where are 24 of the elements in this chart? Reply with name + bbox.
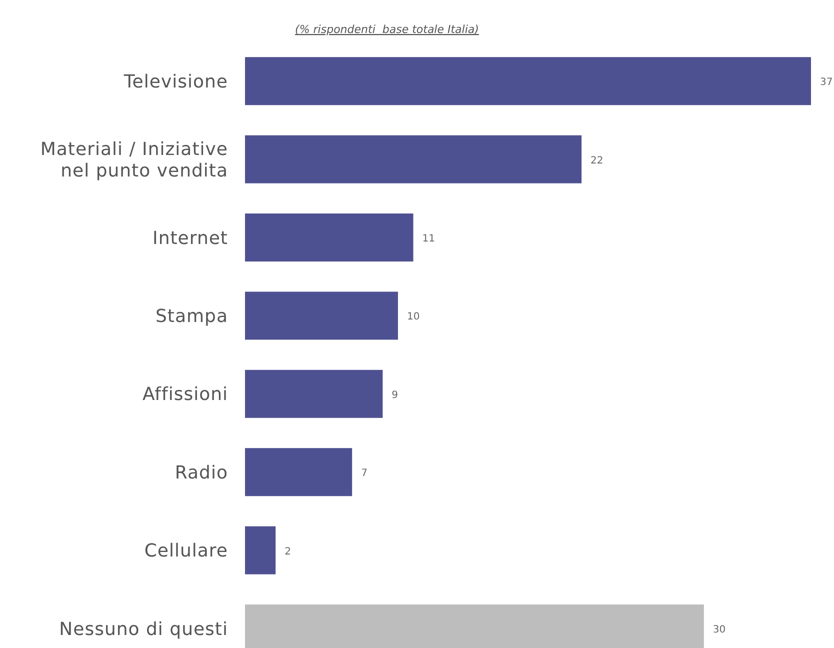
data-label: 2 — [284, 546, 291, 558]
data-label: 10 — [406, 312, 420, 323]
y-tick-label: Internet — [152, 228, 228, 249]
bar — [245, 448, 352, 496]
y-tick-label: Stampa — [155, 306, 228, 327]
bar — [245, 292, 398, 340]
y-tick-label: Affissioni — [142, 384, 228, 406]
data-label: 7 — [361, 468, 368, 480]
y-tick-label: Televisione — [122, 71, 228, 92]
y-tick-label: Cellulare — [144, 540, 228, 562]
y-tick-label: Radio — [174, 462, 228, 484]
data-label: 9 — [392, 390, 398, 401]
bar — [245, 526, 276, 574]
bar — [245, 57, 811, 106]
y-tick-label: Materiali / Iniziative nel punto vendita — [40, 138, 228, 182]
data-label: 37 — [820, 77, 833, 88]
bar — [245, 214, 414, 262]
data-label: 30 — [712, 624, 726, 636]
y-tick-label: Nessuno di questi — [59, 618, 228, 640]
chart-title: (% rispondenti base totale Italia) — [295, 23, 479, 36]
bar — [245, 370, 383, 418]
data-label: 22 — [590, 155, 604, 166]
bar — [245, 135, 582, 184]
data-label: 11 — [422, 234, 436, 244]
